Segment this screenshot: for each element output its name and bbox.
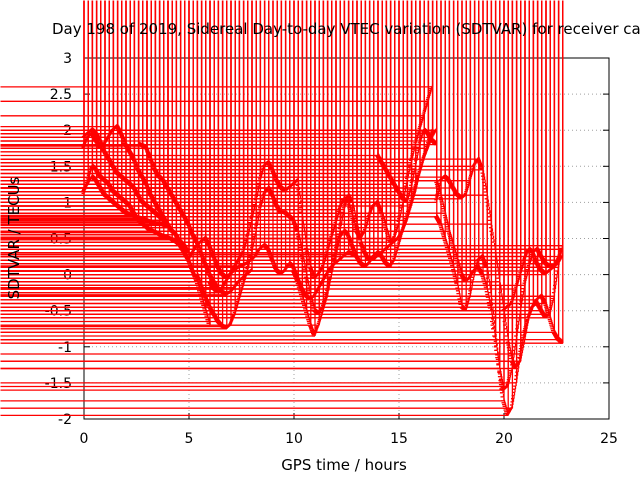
data-point — [0, 0, 379, 157]
y-tick-label: 2.5 — [50, 87, 72, 103]
chart-title: Day 198 of 2019, Sidereal Day-to-day VTE… — [52, 20, 640, 38]
y-tick-label: 0 — [63, 268, 72, 284]
x-tick-label: 20 — [495, 431, 513, 447]
data-point — [0, 0, 400, 193]
data-point — [0, 0, 560, 261]
data-point — [0, 0, 316, 337]
data-point — [0, 0, 556, 269]
y-tick-label: 3 — [63, 51, 72, 67]
data-point — [0, 0, 505, 312]
x-tick-label: 10 — [285, 431, 303, 447]
data-point — [0, 0, 543, 272]
data-point — [0, 0, 396, 185]
x-axis-label: GPS time / hours — [281, 456, 407, 474]
data-point — [0, 0, 451, 232]
data-point — [0, 0, 467, 283]
data-point — [0, 0, 518, 290]
x-tick-label: 0 — [80, 431, 89, 447]
data-point — [0, 0, 564, 250]
y-tick-label: 1 — [63, 195, 72, 211]
y-tick-label: -1.5 — [45, 376, 72, 392]
y-tick-label: -2 — [58, 412, 72, 428]
data-point — [0, 0, 434, 142]
y-axis-label: SDTVAR / TECUs — [5, 176, 23, 299]
data-point — [0, 0, 320, 326]
data-point — [0, 0, 446, 214]
data-point — [0, 0, 346, 211]
data-point — [0, 0, 455, 247]
data-point — [0, 0, 144, 147]
x-tick-label: 25 — [600, 431, 618, 447]
data-point — [0, 0, 551, 272]
data-point — [0, 0, 383, 164]
data-point — [0, 0, 514, 305]
y-tick-label: 2 — [63, 123, 72, 139]
data-point — [0, 0, 430, 135]
data-point — [0, 0, 325, 308]
data-point — [0, 0, 442, 196]
data-point — [0, 0, 425, 131]
data-point — [0, 0, 547, 276]
series-track-8 — [0, 0, 358, 301]
data-point — [0, 0, 220, 294]
data-point — [0, 0, 434, 88]
data-point — [0, 0, 249, 272]
series-track-14 — [0, 0, 564, 312]
data-point — [0, 0, 438, 182]
data-points — [0, 0, 564, 417]
x-tick-label: 15 — [390, 431, 408, 447]
data-point — [0, 0, 509, 308]
data-point — [0, 0, 539, 265]
data-point — [0, 0, 535, 254]
data-point — [0, 0, 472, 279]
x-tick-label: 5 — [185, 431, 194, 447]
